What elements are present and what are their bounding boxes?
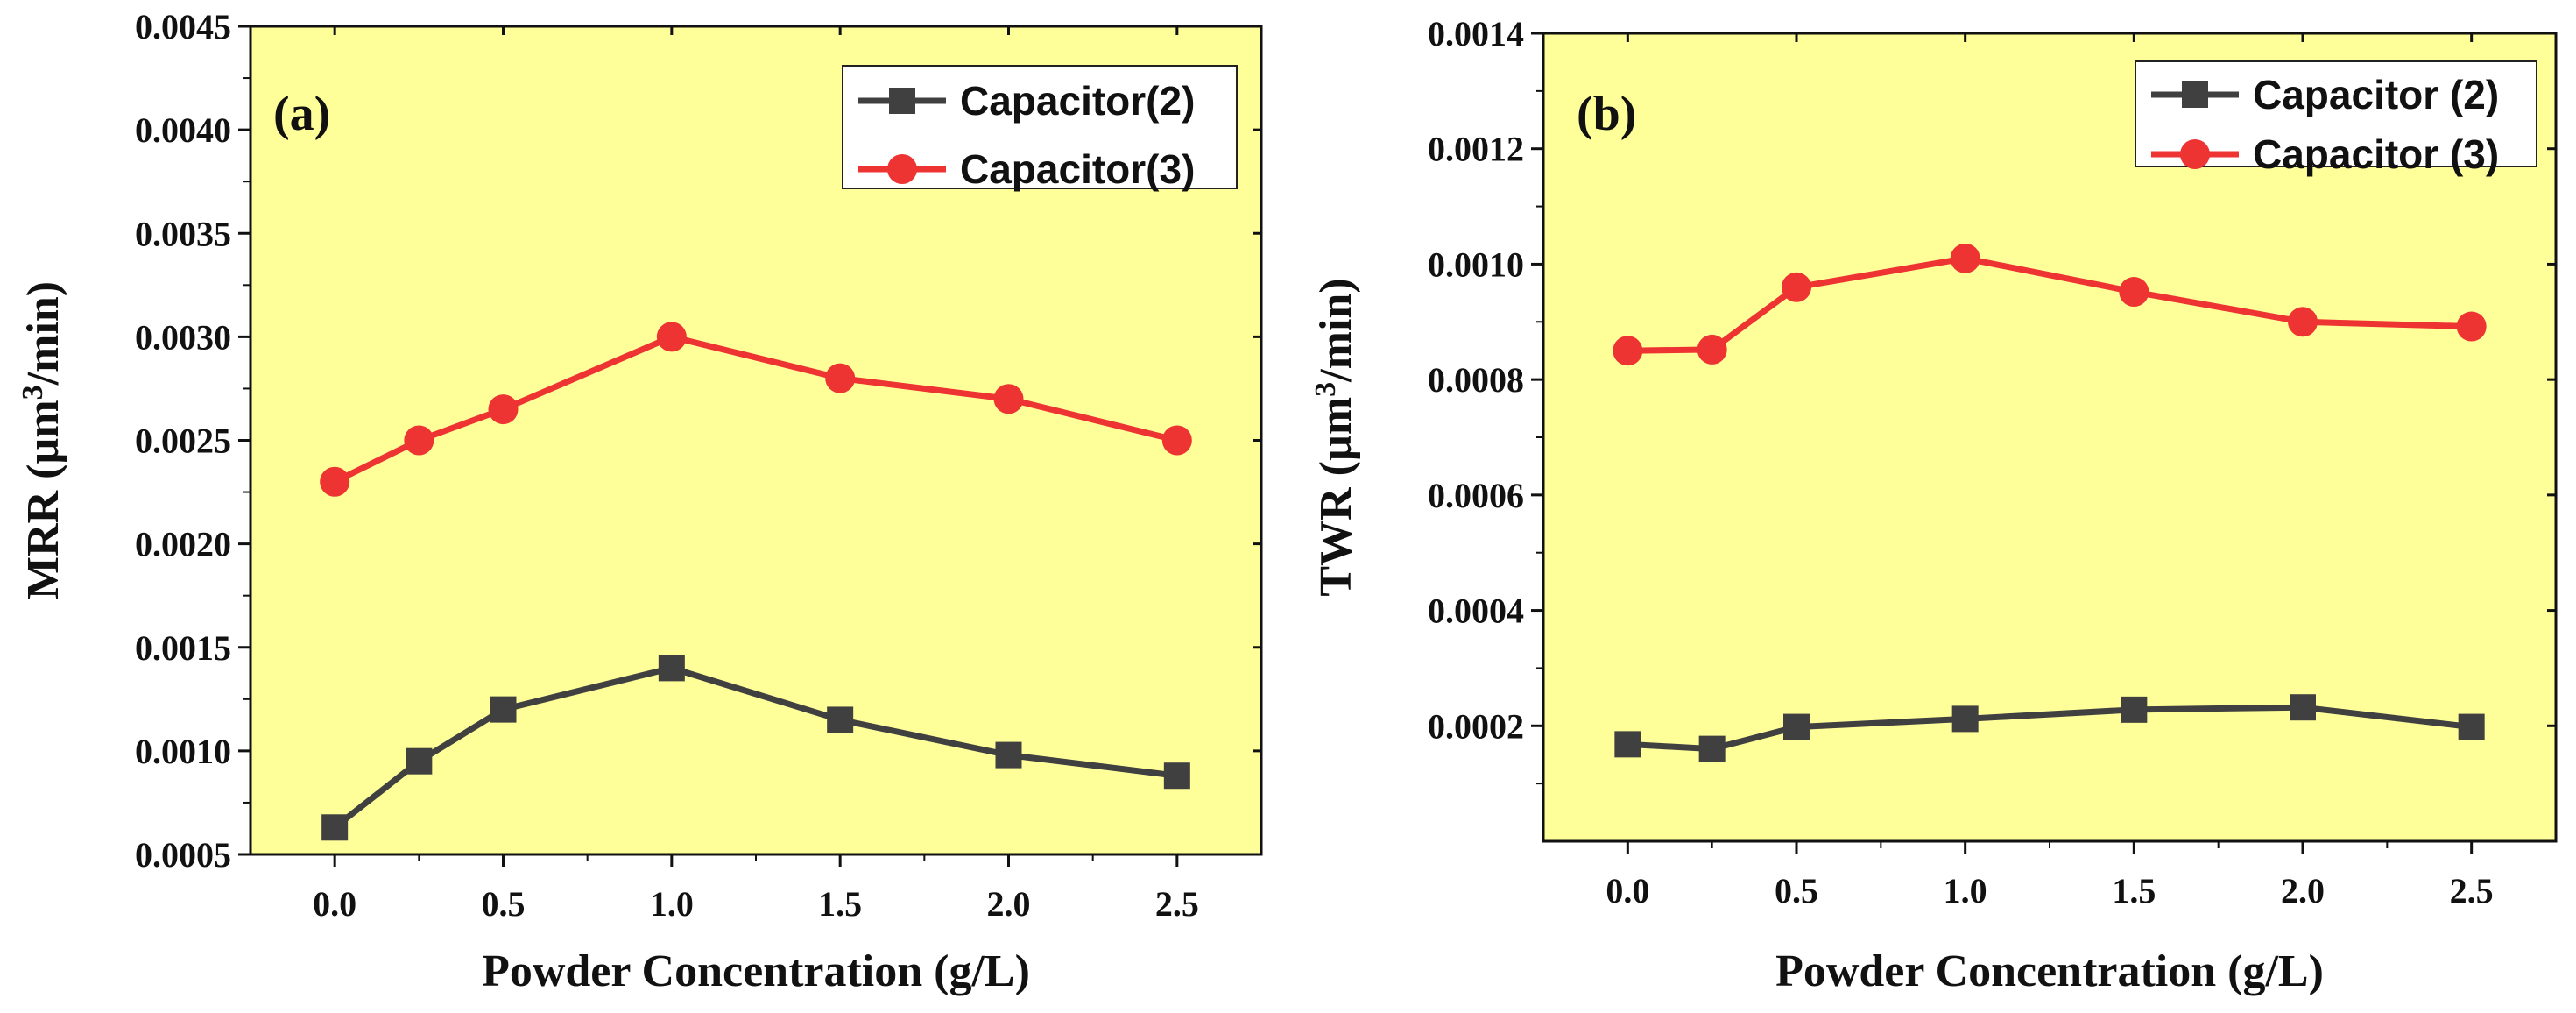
data-point (1613, 336, 1643, 366)
series-capacitor-2 (1614, 694, 2485, 762)
data-point (1614, 731, 1641, 758)
data-point (2288, 307, 2318, 337)
x-tick-label: 2.0 (2281, 871, 2325, 910)
y-axis-title-main: TWR (µm (1311, 397, 1361, 597)
data-point (404, 425, 434, 456)
legend-label: Capacitor(2) (960, 78, 1195, 124)
legend-marker (2180, 139, 2210, 169)
data-point (2290, 694, 2316, 721)
x-tick-label: 0.0 (313, 884, 356, 924)
y-axis-title-superscript: 3 (1309, 382, 1342, 397)
plot-area (1543, 33, 2556, 841)
x-axis-title: Powder Concentration (g/L) (1775, 946, 2324, 996)
data-point (1951, 705, 1979, 733)
data-point (2121, 696, 2148, 723)
data-point (2458, 713, 2485, 740)
y-tick-label: 0.0014 (1428, 14, 1524, 53)
plot-frame (1542, 32, 2558, 843)
y-tick-label: 0.0015 (135, 628, 231, 668)
y-axis-title-end: /min) (1311, 278, 1361, 382)
data-point (1783, 713, 1810, 740)
data-point (321, 814, 349, 841)
data-point (1163, 762, 1190, 790)
x-tick-label: 2.5 (2450, 871, 2494, 910)
data-point (827, 706, 854, 733)
y-axis-title-superscript: 3 (17, 385, 49, 400)
data-point (1161, 425, 1192, 456)
y-axis-title-main: MRR (µm (18, 400, 68, 599)
legend: Capacitor(2) Capacitor(3) (842, 65, 1238, 192)
x-tick-label: 0.5 (1775, 871, 1818, 910)
data-point (995, 741, 1022, 769)
x-tick-label: 1.0 (650, 884, 694, 924)
legend: Capacitor (2) Capacitor (3) (2135, 60, 2537, 177)
y-tick-label: 0.0035 (135, 214, 231, 253)
data-point (1950, 243, 1980, 273)
y-tick-label: 0.0008 (1428, 360, 1524, 400)
y-axis-title-end: /min) (18, 281, 68, 386)
data-point (1698, 735, 1726, 762)
y-tick-label: 0.0025 (135, 421, 231, 461)
data-point (1697, 334, 1727, 365)
legend-marker (2182, 81, 2208, 108)
x-tick-label: 1.5 (2112, 871, 2156, 910)
series-capacitor-3 (1613, 243, 2487, 366)
y-axis-title: TWR (µm3/min) (1309, 278, 1361, 596)
x-tick-label: 2.5 (1155, 884, 1199, 924)
series-capacitor-3 (320, 322, 1192, 497)
data-point (406, 747, 433, 775)
legend-marker (889, 88, 915, 114)
chart-panel-a: 0.00050.00100.00150.00200.00250.00300.00… (17, 7, 1263, 996)
y-tick-label: 0.0012 (1428, 130, 1524, 169)
y-tick-label: 0.0005 (135, 835, 231, 875)
data-point (320, 466, 350, 497)
legend-marker (887, 154, 917, 184)
legend-label: Capacitor(3) (960, 146, 1195, 192)
data-point (490, 696, 517, 723)
y-tick-label: 0.0006 (1428, 476, 1524, 515)
panel-label: (a) (273, 87, 330, 141)
y-axis-title: MRR (µm3/min) (17, 281, 68, 599)
y-tick-label: 0.0030 (135, 317, 231, 357)
data-point (1782, 272, 1811, 302)
x-axis-title: Powder Concentration (g/L) (482, 946, 1030, 996)
legend-label: Capacitor (3) (2253, 131, 2499, 177)
x-tick-label: 0.0 (1606, 871, 1649, 910)
y-tick-label: 0.0010 (1428, 244, 1524, 284)
y-tick-label: 0.0045 (135, 7, 231, 46)
x-tick-label: 0.5 (482, 884, 526, 924)
x-tick-label: 2.0 (987, 884, 1031, 924)
y-tick-label: 0.0040 (135, 110, 231, 150)
legend-label: Capacitor (2) (2253, 72, 2499, 117)
data-point (656, 322, 687, 352)
y-tick-label: 0.0002 (1428, 706, 1524, 746)
data-point (658, 655, 685, 682)
x-tick-label: 1.0 (1944, 871, 1987, 910)
y-tick-label: 0.0010 (135, 732, 231, 771)
x-tick-label: 1.5 (818, 884, 862, 924)
y-tick-label: 0.0020 (135, 525, 231, 564)
data-point (825, 363, 856, 393)
y-tick-label: 0.0004 (1428, 592, 1524, 631)
data-point (488, 394, 519, 425)
chart-panel-b: 0.00020.00040.00060.00080.00100.00120.00… (1309, 14, 2558, 996)
data-point (2119, 277, 2149, 308)
legend-box (2135, 60, 2537, 167)
panel-label: (b) (1577, 87, 1636, 141)
data-point (993, 384, 1024, 414)
series-capacitor-2 (321, 655, 1190, 841)
data-point (2456, 311, 2487, 342)
plot-frame (249, 25, 1263, 856)
